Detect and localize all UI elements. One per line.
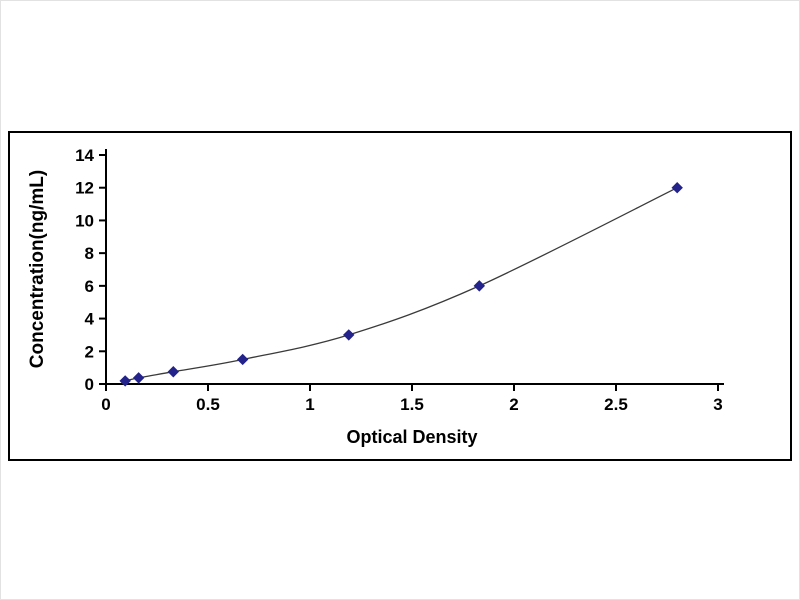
y-tick-label: 4 (85, 310, 95, 329)
y-tick-label: 0 (85, 375, 94, 394)
x-tick-label: 2.5 (604, 395, 628, 414)
y-tick-label: 12 (75, 179, 94, 198)
x-tick-label: 0 (101, 395, 110, 414)
x-tick-label: 3 (713, 395, 722, 414)
x-tick-label: 2 (509, 395, 518, 414)
chart-frame: 0 0.5 1 1.5 2 2.5 3 0 2 4 6 8 10 12 14 Concentration(n… (8, 131, 792, 461)
y-axis-label: Concentration(ng/mL) (27, 169, 48, 369)
y-tick-label: 2 (85, 342, 94, 361)
x-tick-label: 0.5 (196, 395, 220, 414)
data-point-marker (167, 366, 180, 378)
y-tick-label: 10 (75, 211, 94, 230)
y-tick-label: 6 (85, 277, 94, 296)
data-point-marker (236, 353, 249, 366)
x-axis-label: Optical Density (346, 427, 478, 447)
plot-area: 0 0.5 1 1.5 2 2.5 3 0 2 4 6 8 10 12 14 (75, 146, 724, 414)
data-point-marker (473, 280, 486, 292)
x-tick-label: 1.5 (400, 395, 424, 414)
data-point-marker (343, 329, 355, 341)
data-point-marker (671, 182, 683, 194)
y-tick-label: 14 (75, 146, 94, 165)
series-line (125, 187, 678, 382)
x-tick-label: 1 (305, 395, 314, 414)
data-point-marker (119, 375, 131, 387)
data-point-marker (132, 372, 145, 384)
y-tick-label: 8 (85, 244, 94, 263)
